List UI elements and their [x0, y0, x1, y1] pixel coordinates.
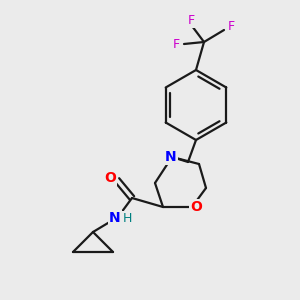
- Text: F: F: [172, 38, 180, 52]
- Text: O: O: [190, 200, 202, 214]
- Text: N: N: [109, 211, 121, 225]
- Text: N: N: [165, 150, 177, 164]
- Text: O: O: [104, 171, 116, 185]
- Text: F: F: [227, 20, 235, 32]
- Text: H: H: [122, 212, 132, 224]
- Text: F: F: [188, 14, 195, 28]
